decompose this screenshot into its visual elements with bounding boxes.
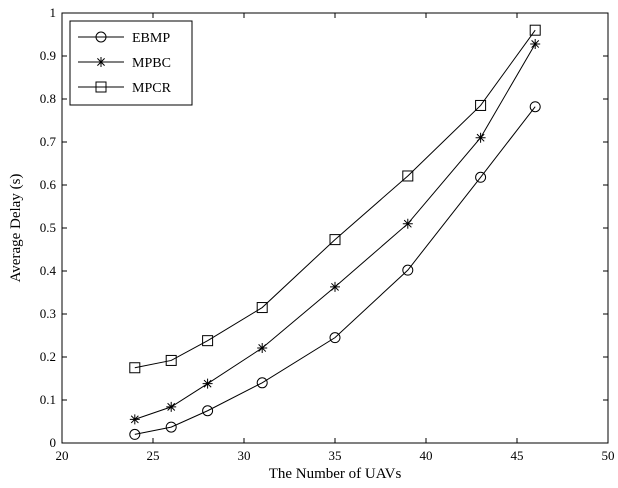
series-line-ebmp bbox=[134, 106, 536, 435]
data-point-ebmp bbox=[475, 171, 487, 183]
series-mpcr bbox=[129, 24, 541, 374]
y-tick-label: 0 bbox=[50, 435, 57, 450]
series-layer bbox=[129, 24, 541, 440]
y-tick-label: 0.3 bbox=[40, 306, 56, 321]
y-tick-label: 0.1 bbox=[40, 392, 56, 407]
x-tick-label: 25 bbox=[147, 448, 160, 463]
y-tick-label: 0.6 bbox=[40, 177, 57, 192]
data-point-ebmp bbox=[256, 377, 268, 389]
y-tick-label: 1 bbox=[50, 5, 57, 20]
x-tick-label: 20 bbox=[56, 448, 69, 463]
data-point-mpcr bbox=[402, 170, 414, 182]
legend-box bbox=[69, 20, 193, 106]
data-point-ebmp bbox=[202, 405, 214, 417]
data-point-mpbc bbox=[402, 218, 413, 229]
x-tick-label: 45 bbox=[511, 448, 524, 463]
legend-label-ebmp: EBMP bbox=[132, 31, 170, 46]
data-point-mpcr bbox=[475, 99, 487, 111]
x-tick-label: 50 bbox=[602, 448, 615, 463]
data-point-mpbc bbox=[202, 378, 213, 389]
data-point-mpcr bbox=[202, 335, 214, 347]
data-point-ebmp bbox=[329, 332, 341, 344]
data-point-mpcr bbox=[529, 24, 541, 36]
legend-marker-mpbc bbox=[96, 57, 106, 67]
legend-label-mpcr: MPCR bbox=[132, 81, 172, 96]
data-point-mpcr bbox=[129, 362, 141, 374]
x-tick-label: 30 bbox=[238, 448, 251, 463]
x-axis: 20 25 30 35 40 45 50 bbox=[56, 13, 615, 463]
data-point-mpbc bbox=[475, 132, 486, 143]
data-point-ebmp bbox=[402, 264, 414, 276]
legend-entry-mpcr: MPCR bbox=[78, 81, 172, 96]
data-point-mpcr bbox=[329, 234, 341, 246]
data-point-ebmp bbox=[165, 421, 177, 433]
legend-label-mpbc: MPBC bbox=[132, 56, 171, 71]
y-tick-label: 0.2 bbox=[40, 349, 56, 364]
y-tick-label: 0.7 bbox=[40, 134, 57, 149]
y-tick-label: 0.9 bbox=[40, 48, 56, 63]
series-mpbc bbox=[129, 38, 541, 425]
y-tick-label: 0.8 bbox=[40, 91, 56, 106]
x-axis-label: The Number of UAVs bbox=[269, 466, 402, 482]
y-tick-label: 0.5 bbox=[40, 220, 56, 235]
data-point-mpbc bbox=[257, 342, 268, 353]
series-line-mpcr bbox=[134, 29, 536, 369]
legend-marker-ebmp bbox=[95, 31, 107, 43]
data-point-mpcr bbox=[256, 302, 268, 314]
series-ebmp bbox=[129, 101, 541, 440]
data-point-mpbc bbox=[330, 281, 340, 292]
series-line-mpbc bbox=[134, 43, 536, 420]
x-tick-label: 40 bbox=[420, 448, 433, 463]
legend-marker-mpcr bbox=[95, 81, 107, 93]
y-axis-label: Average Delay (s) bbox=[8, 174, 24, 283]
legend: EBMP MPBC MPCR bbox=[69, 20, 193, 106]
y-tick-label: 0.4 bbox=[40, 263, 57, 278]
data-point-mpbc bbox=[530, 38, 541, 49]
x-tick-label: 35 bbox=[329, 448, 342, 463]
legend-entry-mpbc: MPBC bbox=[78, 56, 171, 71]
legend-entry-ebmp: EBMP bbox=[78, 31, 170, 46]
data-point-mpbc bbox=[166, 401, 177, 412]
data-point-ebmp bbox=[529, 101, 541, 113]
data-point-ebmp bbox=[129, 428, 141, 440]
data-point-mpcr bbox=[165, 354, 177, 366]
data-point-mpbc bbox=[129, 414, 140, 425]
y-axis: 0 0.1 0.2 0.3 0.4 0.5 0.6 0.7 0.8 0.9 1 bbox=[40, 5, 608, 450]
